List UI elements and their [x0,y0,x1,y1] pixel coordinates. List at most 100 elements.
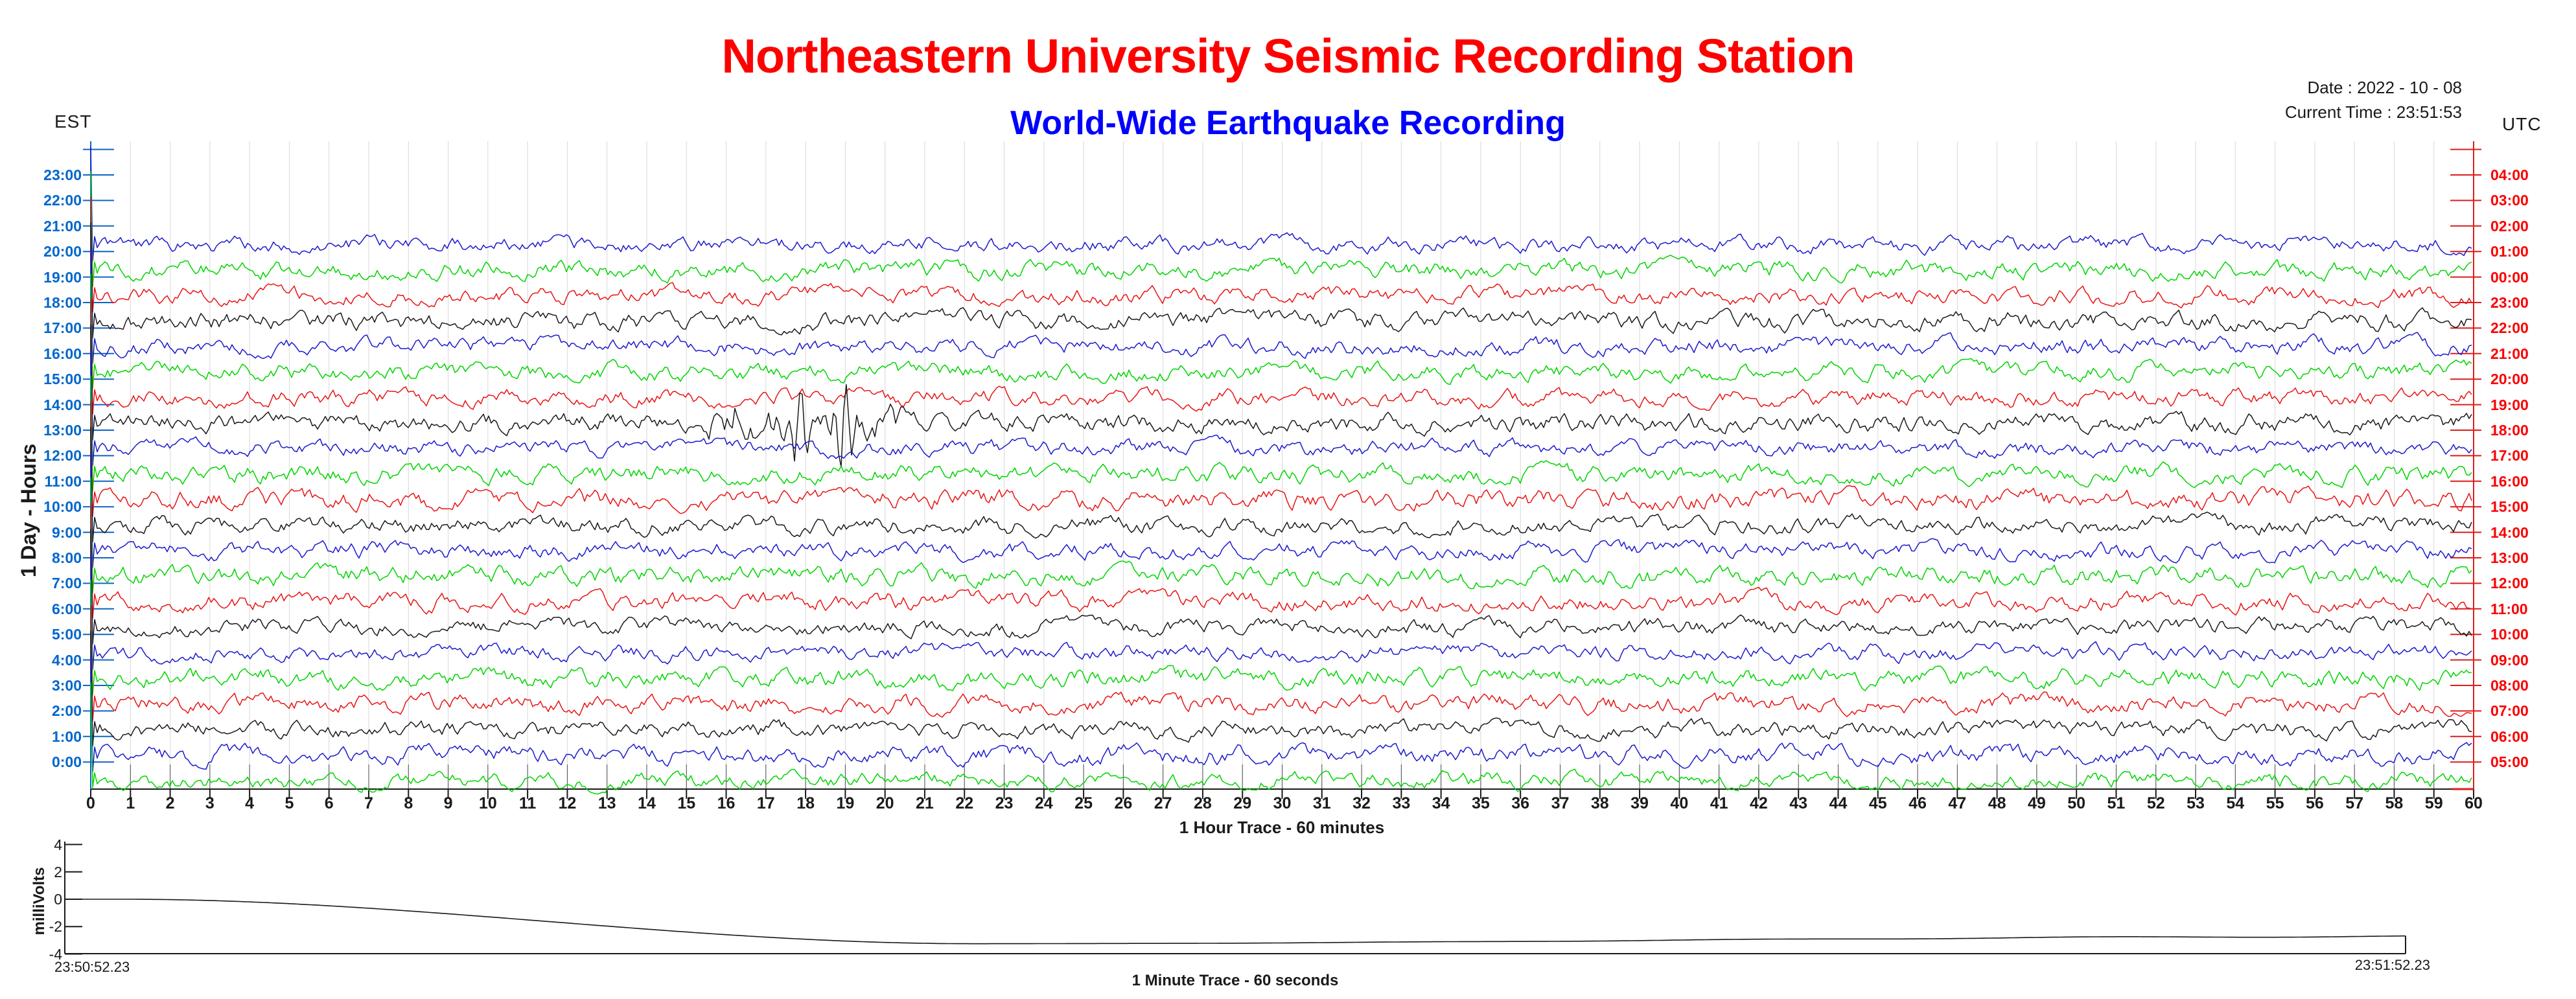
millivolt-tick-label: -2 [49,918,62,936]
minute-tick-label: 50 [2067,794,2086,812]
utc-hour-label: 22:00 [2490,319,2529,337]
minute-tick-label: 29 [1233,794,1252,812]
trace-row-1300 [90,324,2472,468]
trace-row-700 [90,477,2472,594]
est-hour-label: 1:00 [51,728,82,745]
minute-tick-label: 28 [1194,794,1212,812]
utc-hour-label: 05:00 [2490,753,2529,771]
est-hour-label: 15:00 [43,371,82,388]
minute-tick-label: 34 [1432,794,1450,812]
est-hour-label: 5:00 [51,626,82,643]
utc-hour-label: 23:00 [2490,294,2529,311]
est-hour-label: 11:00 [44,472,82,490]
minute-trace-axis-label: 1 Minute Trace - 60 seconds [1131,972,1339,989]
minute-tick-label: 30 [1273,794,1292,812]
utc-hour-label: 00:00 [2490,268,2529,286]
current-time-text: Current Time : 23:51:53 [2284,102,2462,122]
minute-tick-label: 5 [284,794,294,812]
minute-tick-label: 54 [2226,794,2245,812]
date-text: Date : 2022 - 10 - 08 [2307,78,2462,97]
trace-row-800 [90,452,2472,568]
minute-tick-label: 51 [2107,794,2126,812]
minute-tick-label: 14 [638,794,656,812]
trace-row-1000 [90,401,2472,517]
trace-row-000 [90,656,2472,772]
utc-hour-label: 12:00 [2490,575,2529,592]
trace-row-500 [90,529,2472,645]
est-hour-label: 20:00 [43,243,82,260]
utc-hour-label: 02:00 [2490,217,2529,235]
minute-tick-label: 3 [205,794,215,812]
utc-hour-label: 08:00 [2490,677,2529,694]
minute-tick-label: 9 [443,794,453,812]
minute-tick-label: 23 [995,794,1014,812]
minute-tick-label: 22 [955,794,974,812]
utc-hour-label: 18:00 [2490,422,2529,439]
utc-hour-label: 16:00 [2490,472,2529,490]
minute-tick-label: 42 [1749,794,1768,812]
minute-tick-label: 33 [1392,794,1411,812]
trace-row-1900 [90,171,2472,288]
minute-tick-label: 16 [717,794,736,812]
page-title: Northeastern University Seismic Recordin… [721,29,1855,83]
minute-tick-label: 26 [1114,794,1133,812]
est-hour-label: 7:00 [51,575,82,592]
trace-row-300 [90,579,2472,696]
millivolts-axis-label: milliVolts [30,867,48,936]
trace-row-2000 [90,146,2472,262]
est-hour-label: 19:00 [43,268,82,286]
utc-timezone-label: UTC [2502,114,2542,134]
utc-hour-label: 14:00 [2490,523,2529,541]
millivolt-tick-label: 2 [54,863,62,880]
utc-hour-label: 20:00 [2490,371,2529,388]
minute-tick-label: 43 [1789,794,1808,812]
est-hour-label: 18:00 [43,294,82,311]
est-hour-label: 0:00 [51,753,82,771]
trace-row-1100 [90,375,2472,492]
trace-row-1700 [90,222,2472,339]
trace-row-1200 [90,350,2472,466]
est-hour-label: 17:00 [43,319,82,337]
minute-tick-label: 10 [478,794,497,812]
utc-hour-label: 11:00 [2490,600,2528,617]
minute-tick-label: 40 [1670,794,1689,812]
est-hour-label: 4:00 [51,651,82,669]
minute-tick-label: 2 [165,794,175,812]
trace-row-1800 [90,196,2472,313]
est-hour-label: 3:00 [51,677,82,694]
trace-row-partial [90,682,2472,795]
trace-row-1500 [90,273,2472,389]
minute-tick-label: 6 [324,794,334,812]
minute-tick-label: 56 [2305,794,2324,812]
utc-hour-label: 09:00 [2490,651,2529,669]
minute-tick-label: 48 [1988,794,2006,812]
minute-tick-label: 57 [2345,794,2364,812]
utc-hour-label: 01:00 [2490,243,2529,260]
minute-tick-label: 32 [1352,794,1371,812]
datetime-box: Date : 2022 - 10 - 08 Current Time : 23:… [2285,75,2462,124]
est-hour-label: 9:00 [51,523,82,541]
utc-hour-label: 06:00 [2490,728,2529,745]
minute-trace-line [65,899,2406,945]
trace-row-1400 [90,299,2472,415]
minute-tick-label: 49 [2027,794,2046,812]
minute-tick-label: 7 [364,794,373,812]
trace-row-600 [90,503,2472,619]
minute-tick-label: 58 [2385,794,2404,812]
minute-start-timestamp: 23:50:52.23 [54,959,130,975]
utc-hour-label: 19:00 [2490,396,2529,413]
est-timezone-label: EST [54,111,92,132]
est-hour-label: 14:00 [43,396,82,413]
utc-hour-label: 03:00 [2490,192,2529,209]
minute-tick-label: 44 [1829,794,1848,812]
est-hour-label: 13:00 [43,422,82,439]
page-subtitle: World-Wide Earthquake Recording [1010,104,1566,142]
minute-tick-label: 21 [916,794,934,812]
utc-hour-label: 04:00 [2490,166,2529,183]
minute-tick-label: 35 [1472,794,1490,812]
utc-hour-label: 15:00 [2490,498,2529,516]
minute-tick-label: 45 [1868,794,1887,812]
est-hour-label: 12:00 [43,447,82,465]
minute-tick-label: 13 [598,794,616,812]
